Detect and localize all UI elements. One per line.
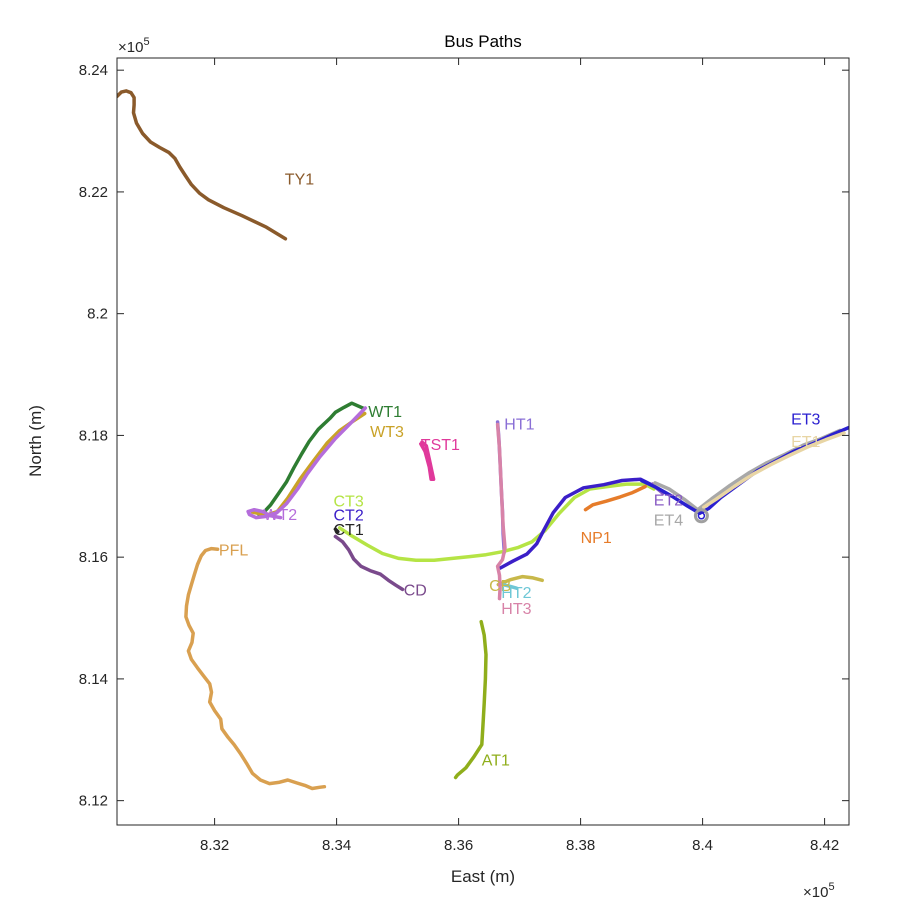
y-tick-label: 8.24: [79, 62, 108, 79]
series-line-ct1: [333, 527, 340, 534]
tick-layer: 8.32 8.34 8.36 8.38 8.4 8.42 8.12 8.14 8.16 8.18 8…: [79, 58, 849, 854]
series-label-pfl: PFL: [219, 542, 248, 559]
x-tick-label: 8.4: [692, 837, 713, 854]
series-label-ht3: HT3: [501, 601, 531, 618]
series-label-tst1: TST1: [421, 437, 460, 454]
series-line-et1: [702, 431, 846, 509]
y-tick-label: 8.2: [87, 306, 108, 323]
series-label-wt1: WT1: [368, 404, 402, 421]
x-axis-label: East (m): [451, 867, 515, 886]
x-tick-label: 8.34: [322, 837, 351, 854]
y-tick-label: 8.22: [79, 184, 108, 201]
series-line-np1: [583, 484, 648, 512]
series-line-ht3: [495, 422, 507, 601]
series-label-ct1: CT1: [334, 522, 364, 539]
series-label-ht1: HT1: [504, 416, 534, 433]
x-tick-label: 8.32: [200, 837, 229, 854]
series-line-pfl: [184, 546, 327, 791]
series-line-et4: [653, 428, 842, 512]
series-line-wt2: [246, 406, 368, 520]
chart-title: Bus Paths: [444, 32, 522, 51]
y-tick-label: 8.18: [79, 427, 108, 444]
y-axis-label: North (m): [26, 405, 45, 477]
series-label-cb: CB: [489, 578, 511, 595]
series-line-wt1: [256, 401, 366, 516]
series-line-tst1: [419, 440, 436, 481]
series-label-et3: ET3: [791, 412, 820, 429]
series-line-cd: [333, 534, 405, 592]
series-label-cd: CD: [404, 583, 427, 600]
x-tick-label: 8.36: [444, 837, 473, 854]
x-tick-label: 8.38: [566, 837, 595, 854]
x-tick-label: 8.42: [810, 837, 839, 854]
series-label-np1: NP1: [581, 530, 612, 547]
series-line-ct2: [498, 477, 655, 570]
ring-layer: [693, 508, 709, 524]
axes-box: [116, 57, 850, 826]
series-label-et1: ET1: [791, 434, 820, 451]
loop-ring-marker: [693, 508, 709, 524]
series-label-et2: ET2: [654, 492, 683, 509]
series-line-ty1: [117, 89, 288, 241]
y-tick-label: 8.14: [79, 671, 108, 688]
y-tick-label: 8.12: [79, 793, 108, 810]
y-tick-label: 8.16: [79, 549, 108, 566]
series-label-ct3: CT3: [334, 494, 364, 511]
series-label-wt2: WT2: [263, 507, 297, 524]
series-label-wt3: WT3: [370, 424, 404, 441]
series-line-ht2: [500, 582, 519, 590]
series-label-ty1: TY1: [285, 172, 314, 189]
loop-ring-inner: [697, 512, 706, 520]
series-layer: [117, 89, 849, 791]
series-line-at1: [453, 619, 488, 780]
series-line-cb: [496, 574, 544, 587]
y-axis-exponent: ×105: [118, 36, 150, 56]
x-axis-exponent: ×105: [803, 881, 835, 901]
series-label-at1: AT1: [482, 752, 510, 769]
series-label-ht2: HT2: [501, 585, 531, 602]
series-label-ct2: CT2: [334, 508, 364, 525]
series-label-et4: ET4: [654, 513, 683, 530]
